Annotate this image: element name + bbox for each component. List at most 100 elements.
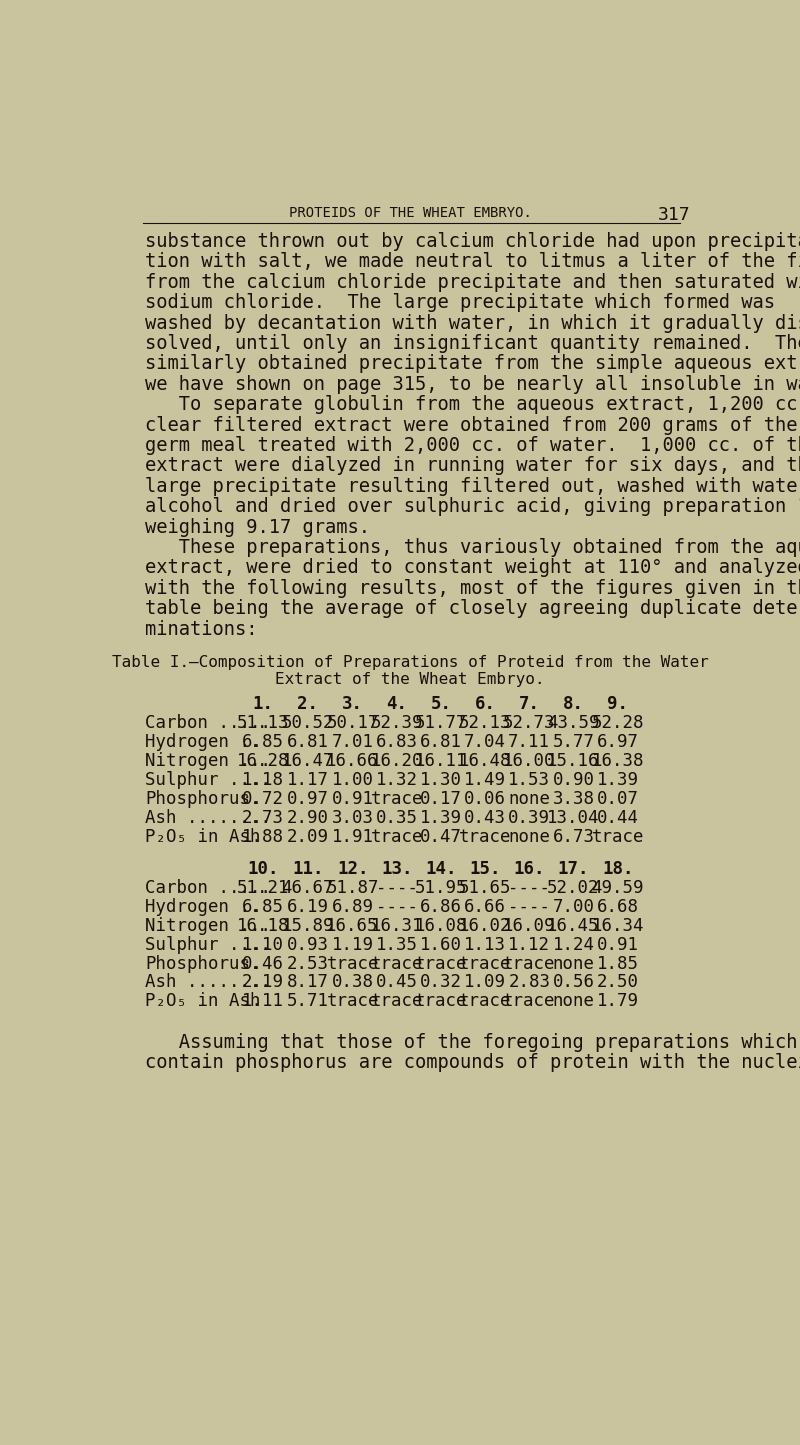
Text: 7.01: 7.01 <box>332 733 374 751</box>
Text: Table I.—Composition of Preparations of Proteid from the Water: Table I.—Composition of Preparations of … <box>112 656 708 670</box>
Text: 51.87: 51.87 <box>326 879 379 897</box>
Text: 1.11: 1.11 <box>242 993 284 1010</box>
Text: 0.32: 0.32 <box>420 974 462 991</box>
Text: none: none <box>553 955 594 972</box>
Text: weighing 9.17 grams.: weighing 9.17 grams. <box>145 517 370 536</box>
Text: 1.19: 1.19 <box>332 936 374 954</box>
Text: ----: ---- <box>376 897 418 916</box>
Text: 0.56: 0.56 <box>553 974 594 991</box>
Text: 0.46: 0.46 <box>242 955 284 972</box>
Text: 14.: 14. <box>426 860 457 879</box>
Text: Phosphorus.: Phosphorus. <box>145 955 261 972</box>
Text: 2.53: 2.53 <box>286 955 329 972</box>
Text: 51.95: 51.95 <box>414 879 467 897</box>
Text: 6.85: 6.85 <box>242 897 284 916</box>
Text: 0.91: 0.91 <box>597 936 638 954</box>
Text: Ash ........: Ash ........ <box>145 974 271 991</box>
Text: 51.21: 51.21 <box>237 879 289 897</box>
Text: 49.59: 49.59 <box>591 879 644 897</box>
Text: none: none <box>508 790 550 808</box>
Text: 18.: 18. <box>602 860 634 879</box>
Text: 3.: 3. <box>342 695 363 714</box>
Text: large precipitate resulting filtered out, washed with water and: large precipitate resulting filtered out… <box>145 477 800 496</box>
Text: Carbon .....: Carbon ..... <box>145 879 271 897</box>
Text: 6.81: 6.81 <box>420 733 462 751</box>
Text: 16.38: 16.38 <box>591 751 644 770</box>
Text: 7.: 7. <box>519 695 540 714</box>
Text: 0.90: 0.90 <box>553 772 594 789</box>
Text: none: none <box>553 993 594 1010</box>
Text: 6.73: 6.73 <box>553 828 594 845</box>
Text: 1.32: 1.32 <box>376 772 418 789</box>
Text: 0.17: 0.17 <box>420 790 462 808</box>
Text: 6.89: 6.89 <box>332 897 374 916</box>
Text: Ash ........: Ash ........ <box>145 809 271 827</box>
Text: 12.: 12. <box>337 860 368 879</box>
Text: trace: trace <box>591 828 644 845</box>
Text: 0.07: 0.07 <box>597 790 638 808</box>
Text: Sulphur ....: Sulphur .... <box>145 936 271 954</box>
Text: 5.71: 5.71 <box>286 993 329 1010</box>
Text: 6.81: 6.81 <box>286 733 329 751</box>
Text: 52.13: 52.13 <box>459 714 511 733</box>
Text: 6.85: 6.85 <box>242 733 284 751</box>
Text: ----: ---- <box>376 879 418 897</box>
Text: 1.10: 1.10 <box>242 936 284 954</box>
Text: Nitrogen ...: Nitrogen ... <box>145 916 271 935</box>
Text: 15.: 15. <box>470 860 501 879</box>
Text: 0.72: 0.72 <box>242 790 284 808</box>
Text: 0.47: 0.47 <box>420 828 462 845</box>
Text: P₂O₅ in Ash: P₂O₅ in Ash <box>145 993 261 1010</box>
Text: minations:: minations: <box>145 620 258 639</box>
Text: 16.45: 16.45 <box>547 916 600 935</box>
Text: 1.09: 1.09 <box>464 974 506 991</box>
Text: 17.: 17. <box>558 860 590 879</box>
Text: Nitrogen ...: Nitrogen ... <box>145 751 271 770</box>
Text: 0.06: 0.06 <box>464 790 506 808</box>
Text: 16.34: 16.34 <box>591 916 644 935</box>
Text: 51.13: 51.13 <box>237 714 289 733</box>
Text: 13.04: 13.04 <box>547 809 600 827</box>
Text: 0.43: 0.43 <box>464 809 506 827</box>
Text: substance thrown out by calcium chloride had upon precipita-: substance thrown out by calcium chloride… <box>145 231 800 251</box>
Text: 52.02: 52.02 <box>547 879 600 897</box>
Text: solved, until only an insignificant quantity remained.  The: solved, until only an insignificant quan… <box>145 334 800 353</box>
Text: 52.73: 52.73 <box>503 714 555 733</box>
Text: extract, were dried to constant weight at 110° and analyzed: extract, were dried to constant weight a… <box>145 558 800 578</box>
Text: germ meal treated with 2,000 cc. of water.  1,000 cc. of this: germ meal treated with 2,000 cc. of wate… <box>145 436 800 455</box>
Text: 1.79: 1.79 <box>597 993 638 1010</box>
Text: similarly obtained precipitate from the simple aqueous extract: similarly obtained precipitate from the … <box>145 354 800 373</box>
Text: we have shown on page 315, to be nearly all insoluble in water.: we have shown on page 315, to be nearly … <box>145 374 800 393</box>
Text: trace: trace <box>459 993 511 1010</box>
Text: 0.38: 0.38 <box>332 974 374 991</box>
Text: 52.39: 52.39 <box>370 714 423 733</box>
Text: Sulphur ....: Sulphur .... <box>145 772 271 789</box>
Text: 3.03: 3.03 <box>332 809 374 827</box>
Text: PROTEIDS OF THE WHEAT EMBRYO.: PROTEIDS OF THE WHEAT EMBRYO. <box>289 205 531 220</box>
Text: alcohol and dried over sulphuric acid, giving preparation 18,: alcohol and dried over sulphuric acid, g… <box>145 497 800 516</box>
Text: trace: trace <box>459 828 511 845</box>
Text: 16.28: 16.28 <box>237 751 289 770</box>
Text: 1.49: 1.49 <box>464 772 506 789</box>
Text: 1.: 1. <box>252 695 274 714</box>
Text: 6.: 6. <box>474 695 496 714</box>
Text: none: none <box>508 828 550 845</box>
Text: 3.38: 3.38 <box>553 790 594 808</box>
Text: To separate globulin from the aqueous extract, 1,200 cc. of: To separate globulin from the aqueous ex… <box>145 394 800 415</box>
Text: 6.66: 6.66 <box>464 897 506 916</box>
Text: 0.97: 0.97 <box>286 790 329 808</box>
Text: 7.00: 7.00 <box>553 897 594 916</box>
Text: 0.35: 0.35 <box>376 809 418 827</box>
Text: ----: ---- <box>508 897 550 916</box>
Text: 1.91: 1.91 <box>332 828 374 845</box>
Text: 1.18: 1.18 <box>242 772 284 789</box>
Text: 16.65: 16.65 <box>326 916 379 935</box>
Text: 6.19: 6.19 <box>286 897 329 916</box>
Text: 10.: 10. <box>247 860 278 879</box>
Text: 4.: 4. <box>386 695 407 714</box>
Text: 9.: 9. <box>607 695 628 714</box>
Text: 6.83: 6.83 <box>376 733 418 751</box>
Text: tion with salt, we made neutral to litmus a liter of the filtrate: tion with salt, we made neutral to litmu… <box>145 253 800 272</box>
Text: 1.24: 1.24 <box>553 936 594 954</box>
Text: 0.44: 0.44 <box>597 809 638 827</box>
